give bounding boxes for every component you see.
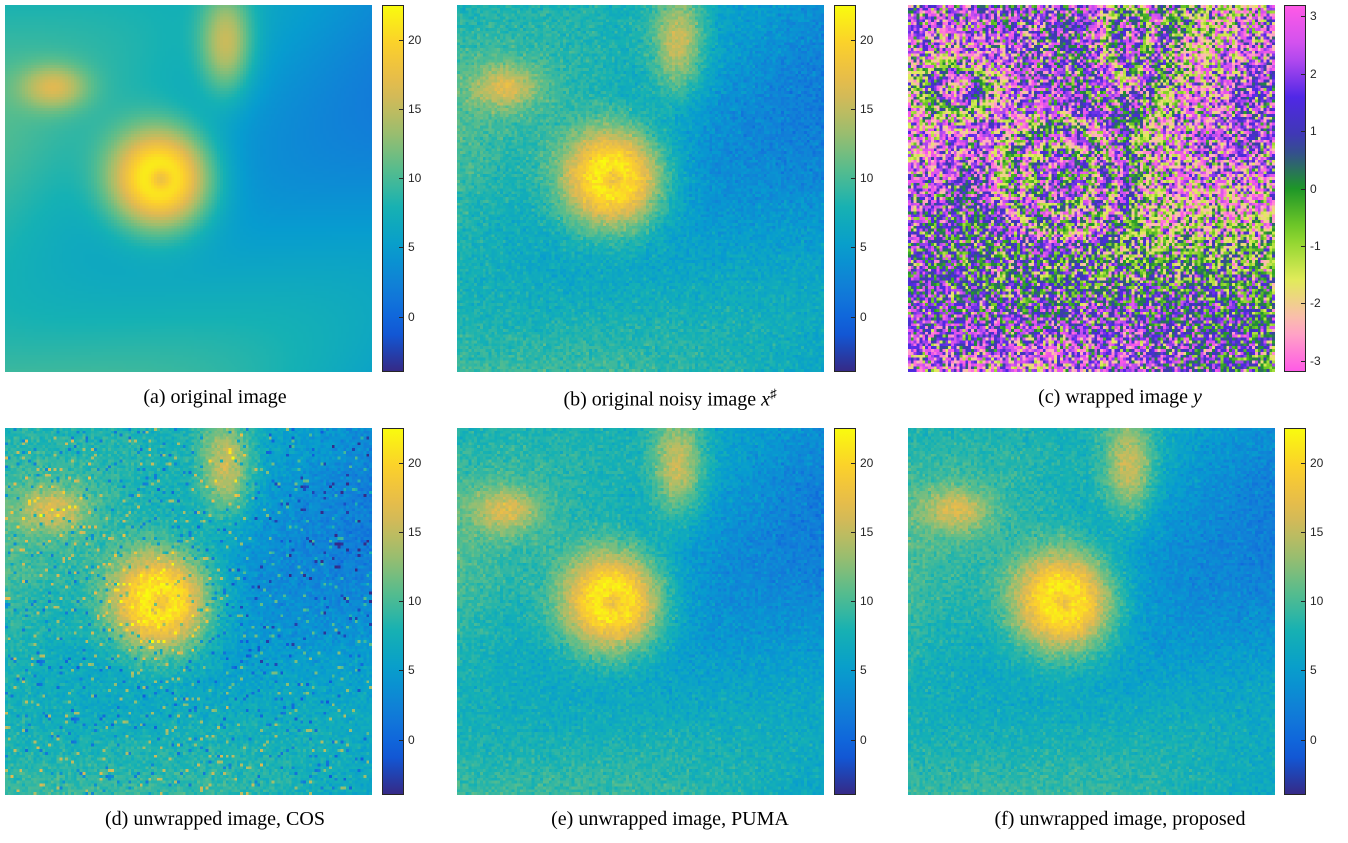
colorbar-tick-label: 20	[1310, 455, 1324, 470]
colorbar-tick-label: 5	[408, 240, 415, 255]
colorbar-c	[1284, 5, 1306, 372]
colorbar-tickmark	[851, 39, 855, 41]
colorbar-tick-label: 0	[1310, 732, 1317, 747]
colorbar-tickmark	[1301, 739, 1305, 741]
colorbar-tick-label: 10	[860, 171, 874, 186]
colorbar-tick-label: 0	[408, 309, 415, 324]
colorbar-tickmark	[399, 316, 403, 318]
colorbar-d	[382, 428, 404, 795]
caption-d: (d) unwrapped image, COS	[105, 808, 325, 830]
image-b	[457, 5, 824, 372]
caption-f: (f) unwrapped image, proposed	[994, 808, 1246, 830]
colorbar-b	[834, 5, 856, 372]
image-c	[908, 5, 1275, 372]
colorbar-tick-label: 5	[860, 663, 867, 678]
caption-c: (c) wrapped image y	[1038, 386, 1202, 408]
colorbar-tickmark	[1301, 245, 1305, 247]
colorbar-tick-label: 10	[1310, 594, 1324, 609]
colorbar-tick-label: 20	[860, 32, 874, 47]
colorbar-tick-label: -3	[1310, 353, 1321, 368]
colorbar-tickmark	[1301, 16, 1305, 18]
colorbar-tickmark	[1301, 601, 1305, 603]
colorbar-tickmark	[1301, 131, 1305, 133]
colorbar-tickmark	[851, 601, 855, 603]
colorbar-tick-label: 2	[1310, 66, 1317, 81]
colorbar-tick-label: 15	[860, 101, 874, 116]
colorbar-tickmark	[851, 316, 855, 318]
colorbar-tickmark	[399, 601, 403, 603]
colorbar-tick-label: 0	[860, 309, 867, 324]
colorbar-tick-label: 5	[408, 663, 415, 678]
colorbar-tick-label: 20	[408, 32, 422, 47]
colorbar-tick-label: 15	[408, 101, 422, 116]
colorbar-tick-label: 0	[1310, 181, 1317, 196]
colorbar-tick-label: 10	[408, 171, 422, 186]
colorbar-tick-label: 0	[408, 732, 415, 747]
colorbar-f	[1284, 428, 1306, 795]
caption-b: (b) original noisy image x♯	[563, 386, 777, 411]
colorbar-tickmark	[399, 39, 403, 41]
colorbar-tickmark	[851, 247, 855, 249]
colorbar-tick-label: -1	[1310, 238, 1321, 253]
colorbar-tick-label: 10	[860, 594, 874, 609]
colorbar-tickmark	[1301, 188, 1305, 190]
colorbar-tickmark	[1301, 462, 1305, 464]
caption-a: (a) original image	[143, 386, 287, 408]
colorbar-tickmark	[1301, 531, 1305, 533]
colorbar-a	[382, 5, 404, 372]
colorbar-tickmark	[399, 178, 403, 180]
colorbar-tickmark	[1301, 73, 1305, 75]
colorbar-tickmark	[851, 670, 855, 672]
colorbar-tickmark	[851, 462, 855, 464]
colorbar-tick-label: 10	[408, 594, 422, 609]
colorbar-tick-label: 15	[860, 524, 874, 539]
colorbar-tickmark	[851, 739, 855, 741]
colorbar-tick-label: 0	[860, 732, 867, 747]
image-e	[457, 428, 824, 795]
colorbar-tickmark	[399, 739, 403, 741]
image-d	[5, 428, 372, 795]
colorbar-tickmark	[399, 247, 403, 249]
colorbar-tickmark	[851, 178, 855, 180]
colorbar-tickmark	[399, 531, 403, 533]
colorbar-tick-label: 20	[860, 455, 874, 470]
colorbar-tickmark	[851, 531, 855, 533]
colorbar-e	[834, 428, 856, 795]
colorbar-tick-label: -2	[1310, 296, 1321, 311]
colorbar-tick-label: 15	[408, 524, 422, 539]
colorbar-tickmark	[399, 108, 403, 110]
colorbar-tick-label: 20	[408, 455, 422, 470]
colorbar-tickmark	[1301, 303, 1305, 305]
colorbar-tick-label: 3	[1310, 9, 1317, 24]
colorbar-tickmark	[399, 462, 403, 464]
colorbar-tickmark	[1301, 670, 1305, 672]
colorbar-tick-label: 5	[1310, 663, 1317, 678]
image-a	[5, 5, 372, 372]
caption-e: (e) unwrapped image, PUMA	[551, 808, 789, 830]
colorbar-tick-label: 15	[1310, 524, 1324, 539]
colorbar-tick-label: 5	[860, 240, 867, 255]
image-f	[908, 428, 1275, 795]
colorbar-tickmark	[851, 108, 855, 110]
colorbar-tickmark	[399, 670, 403, 672]
colorbar-tickmark	[1301, 360, 1305, 362]
colorbar-tick-label: 1	[1310, 124, 1317, 139]
